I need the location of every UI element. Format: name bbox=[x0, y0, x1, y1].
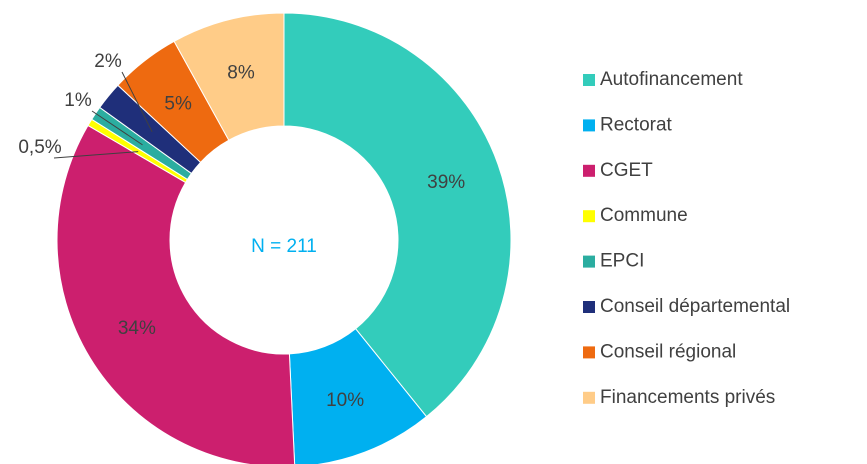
legend-label: Autofinancement bbox=[600, 69, 743, 90]
slice bbox=[173, 12, 285, 141]
legend-label: Conseil régional bbox=[600, 341, 736, 362]
data-label: 39% bbox=[427, 172, 465, 193]
leader-line bbox=[91, 110, 143, 146]
legend-swatch bbox=[583, 255, 595, 268]
legend-swatch bbox=[583, 119, 595, 132]
legend-label: CGET bbox=[600, 160, 653, 181]
data-label: 2% bbox=[94, 51, 122, 72]
legend-label: Financements privés bbox=[600, 387, 775, 408]
legend-label: EPCI bbox=[600, 251, 644, 272]
legend-swatch bbox=[583, 346, 595, 359]
data-label: 0,5% bbox=[18, 137, 61, 158]
data-label: 10% bbox=[326, 390, 364, 411]
legend-swatch bbox=[583, 164, 595, 177]
legend-label: Rectorat bbox=[600, 114, 673, 135]
leader-line bbox=[53, 151, 139, 159]
slice bbox=[283, 12, 512, 418]
data-label: 8% bbox=[227, 62, 255, 83]
data-label: 1% bbox=[64, 90, 92, 111]
data-label: 34% bbox=[118, 318, 156, 339]
legend-swatch bbox=[583, 210, 595, 223]
slice bbox=[56, 124, 296, 464]
data-label: 5% bbox=[164, 93, 192, 114]
legend-swatch bbox=[583, 74, 595, 86]
legend-label: Conseil départemental bbox=[600, 296, 790, 317]
legend-swatch bbox=[583, 301, 595, 313]
legend-swatch bbox=[583, 391, 595, 404]
leader-line bbox=[121, 71, 153, 133]
center-label: N = 211 bbox=[251, 236, 317, 257]
slice bbox=[288, 328, 428, 464]
legend-label: Commune bbox=[600, 205, 688, 226]
